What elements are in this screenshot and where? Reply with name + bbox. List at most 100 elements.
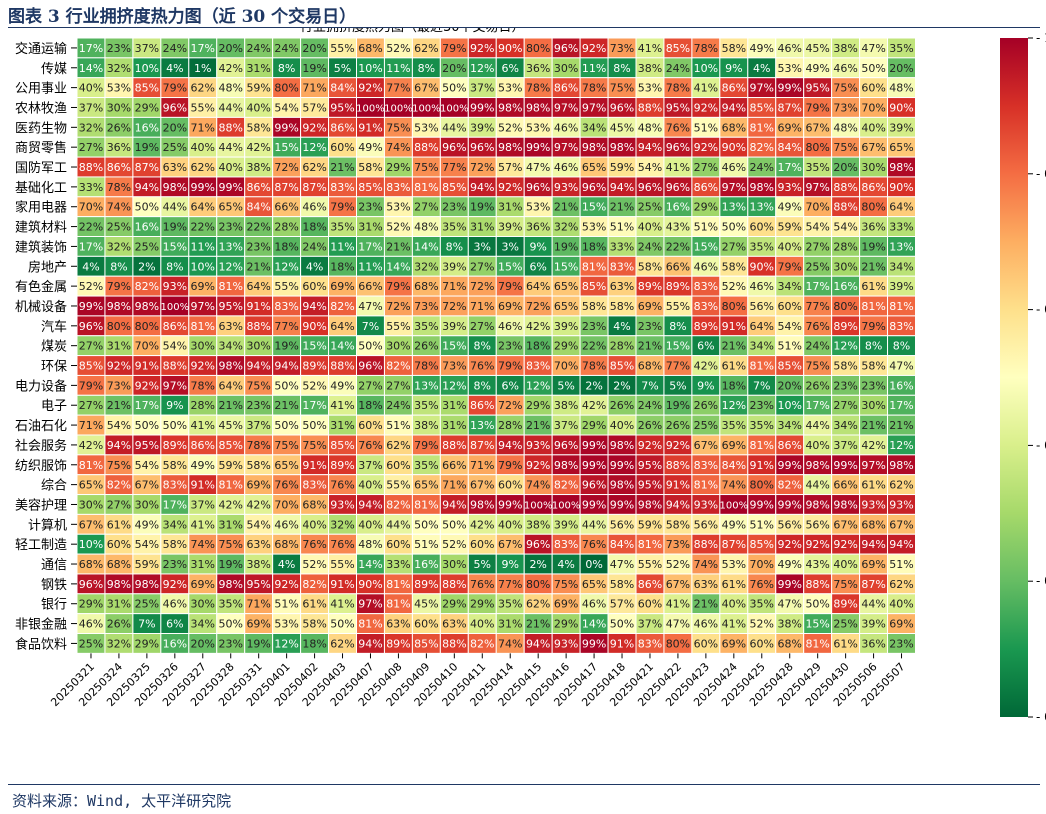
cell-label: 51% <box>610 221 634 234</box>
row-label: 基础化工 <box>15 181 67 196</box>
cell-label: 17% <box>889 399 913 412</box>
cell-label: 69% <box>330 280 354 293</box>
cell-label: 38% <box>414 419 438 432</box>
cell-label: 40% <box>610 419 634 432</box>
cell-label: 58% <box>582 300 606 313</box>
row-label: 交通运输 <box>15 41 67 57</box>
cell-label: 35% <box>750 419 774 432</box>
cell-label: 39% <box>498 221 522 234</box>
cell-label: 24% <box>274 42 298 55</box>
cell-label: 2% <box>529 558 546 571</box>
cell-label: 67% <box>135 479 159 492</box>
cell-label: 83% <box>302 479 326 492</box>
cell-label: 61% <box>302 598 326 611</box>
cell-label: 35% <box>330 221 354 234</box>
cell-label: 52% <box>79 280 103 293</box>
cell-label: 86% <box>246 181 270 194</box>
cell-label: 89% <box>694 320 718 333</box>
cell-label: 80% <box>750 479 774 492</box>
cell-label: 60% <box>694 637 718 650</box>
cell-label: 95% <box>218 300 242 313</box>
cell-label: 56% <box>805 518 829 531</box>
cell-label: 96% <box>163 101 187 114</box>
cell-label: 88% <box>638 101 662 114</box>
cell-label: 96% <box>582 479 606 492</box>
cell-label: 36% <box>861 637 885 650</box>
cell-label: 94% <box>302 300 326 313</box>
cell-label: 60% <box>638 598 662 611</box>
row-label: 有色金属 <box>15 279 67 295</box>
cell-label: 53% <box>414 121 438 134</box>
cell-label: 93% <box>554 181 578 194</box>
top-divider <box>8 27 1040 28</box>
cell-label: 8% <box>893 340 910 353</box>
cell-label: 94% <box>861 538 885 551</box>
cell-label: 31% <box>107 598 131 611</box>
cell-label: 72% <box>470 280 494 293</box>
cell-label: 42% <box>218 498 242 511</box>
cell-label: 16% <box>135 221 159 234</box>
cell-label: 18% <box>330 260 354 273</box>
cell-label: 88% <box>833 181 857 194</box>
cell-label: 24% <box>805 340 829 353</box>
cell-label: 90% <box>498 42 522 55</box>
cell-label: 96% <box>470 141 494 154</box>
colorbar-tick-label: - 0.8 <box>1036 167 1046 181</box>
cell-label: 12% <box>274 637 298 650</box>
cell-label: 40% <box>722 598 746 611</box>
cell-label: 83% <box>889 320 913 333</box>
cell-label: 23% <box>246 240 270 253</box>
cell-label: 81% <box>218 479 242 492</box>
cell-label: 4% <box>278 558 295 571</box>
cell-label: 96% <box>582 181 606 194</box>
cell-label: 62% <box>526 598 550 611</box>
row-label: 通信 <box>41 558 67 573</box>
cell-label: 60% <box>386 459 410 472</box>
cell-label: 98% <box>498 141 522 154</box>
cell-label: 4% <box>82 260 99 273</box>
cell-label: 63% <box>386 618 410 631</box>
cell-label: 19% <box>470 201 494 214</box>
cell-label: 76% <box>666 121 690 134</box>
cell-label: 75% <box>833 141 857 154</box>
cell-label: 13% <box>218 240 242 253</box>
cell-label: 25% <box>833 618 857 631</box>
cell-label: 68% <box>638 360 662 373</box>
cell-label: 29% <box>470 598 494 611</box>
cell-label: 75% <box>554 578 578 591</box>
cell-label: 29% <box>526 399 550 412</box>
cell-label: 44% <box>163 201 187 214</box>
cell-label: 65% <box>582 578 606 591</box>
cell-label: 77% <box>498 578 522 591</box>
cell-label: 16% <box>666 201 690 214</box>
cell-label: 46% <box>554 121 578 134</box>
cell-label: 16% <box>889 379 913 392</box>
cell-label: 82% <box>470 637 494 650</box>
cell-label: 79% <box>386 280 410 293</box>
cell-label: 69% <box>246 479 270 492</box>
cell-label: 98% <box>833 498 857 511</box>
row-label: 传媒 <box>41 62 67 77</box>
cell-label: 41% <box>330 598 354 611</box>
cell-label: 17% <box>191 42 215 55</box>
cell-label: 58% <box>722 260 746 273</box>
cell-label: 28% <box>191 399 215 412</box>
cell-label: 61% <box>722 360 746 373</box>
cell-label: 62% <box>889 479 913 492</box>
cell-label: 58% <box>833 360 857 373</box>
cell-label: 65% <box>218 201 242 214</box>
cell-label: 92% <box>694 101 718 114</box>
cell-label: 34% <box>582 121 606 134</box>
row-label: 农林牧渔 <box>15 101 67 116</box>
cell-label: 7% <box>362 320 379 333</box>
cell-label: 71% <box>191 121 215 134</box>
cell-label: 64% <box>526 280 550 293</box>
cell-label: 99% <box>218 181 242 194</box>
row-label: 建筑装饰 <box>15 239 67 255</box>
cell-label: 96% <box>79 578 103 591</box>
cell-label: 29% <box>554 340 578 353</box>
cell-label: 67% <box>694 439 718 452</box>
cell-label: 82% <box>554 479 578 492</box>
cell-label: 8% <box>418 62 435 75</box>
cell-label: 51% <box>750 518 774 531</box>
